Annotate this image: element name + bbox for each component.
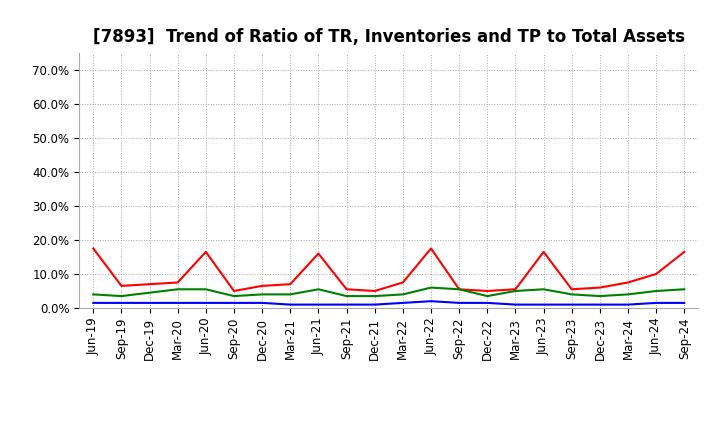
Trade Receivables (624, 280, 632, 285)
Trade Receivables (342, 286, 351, 292)
Trade Receivables (230, 288, 238, 293)
Trade Receivables (258, 283, 266, 289)
Inventories (145, 300, 154, 305)
Inventories (314, 302, 323, 307)
Trade Receivables (399, 280, 408, 285)
Inventories (117, 300, 126, 305)
Trade Payables (145, 290, 154, 295)
Trade Receivables (539, 249, 548, 254)
Trade Receivables (567, 286, 576, 292)
Trade Payables (399, 292, 408, 297)
Inventories (370, 302, 379, 307)
Trade Payables (258, 292, 266, 297)
Inventories (202, 300, 210, 305)
Trade Payables (511, 288, 520, 293)
Trade Payables (624, 292, 632, 297)
Trade Receivables (483, 288, 492, 293)
Trade Payables (174, 286, 182, 292)
Trade Receivables (680, 249, 688, 254)
Trade Receivables (370, 288, 379, 293)
Inventories (174, 300, 182, 305)
Inventories (680, 300, 688, 305)
Trade Receivables (595, 285, 604, 290)
Trade Receivables (174, 280, 182, 285)
Inventories (567, 302, 576, 307)
Inventories (89, 300, 98, 305)
Inventories (595, 302, 604, 307)
Trade Receivables (89, 246, 98, 251)
Inventories (652, 300, 660, 305)
Inventories (483, 300, 492, 305)
Line: Inventories: Inventories (94, 301, 684, 304)
Trade Payables (652, 288, 660, 293)
Inventories (399, 300, 408, 305)
Inventories (539, 302, 548, 307)
Trade Receivables (117, 283, 126, 289)
Trade Receivables (652, 271, 660, 277)
Inventories (455, 300, 464, 305)
Inventories (342, 302, 351, 307)
Trade Payables (539, 286, 548, 292)
Trade Receivables (511, 286, 520, 292)
Line: Trade Payables: Trade Payables (94, 288, 684, 296)
Trade Payables (427, 285, 436, 290)
Trade Payables (455, 286, 464, 292)
Trade Payables (286, 292, 294, 297)
Trade Receivables (314, 251, 323, 256)
Inventories (511, 302, 520, 307)
Trade Receivables (455, 286, 464, 292)
Trade Payables (567, 292, 576, 297)
Trade Payables (117, 293, 126, 299)
Inventories (258, 300, 266, 305)
Trade Receivables (145, 282, 154, 287)
Title: [7893]  Trend of Ratio of TR, Inventories and TP to Total Assets: [7893] Trend of Ratio of TR, Inventories… (93, 28, 685, 46)
Trade Receivables (427, 246, 436, 251)
Trade Receivables (202, 249, 210, 254)
Trade Payables (370, 293, 379, 299)
Trade Payables (202, 286, 210, 292)
Line: Trade Receivables: Trade Receivables (94, 249, 684, 291)
Inventories (427, 299, 436, 304)
Inventories (624, 302, 632, 307)
Trade Payables (230, 293, 238, 299)
Trade Payables (342, 293, 351, 299)
Trade Receivables (286, 282, 294, 287)
Trade Payables (680, 286, 688, 292)
Trade Payables (314, 286, 323, 292)
Trade Payables (595, 293, 604, 299)
Trade Payables (89, 292, 98, 297)
Inventories (230, 300, 238, 305)
Inventories (286, 302, 294, 307)
Trade Payables (483, 293, 492, 299)
